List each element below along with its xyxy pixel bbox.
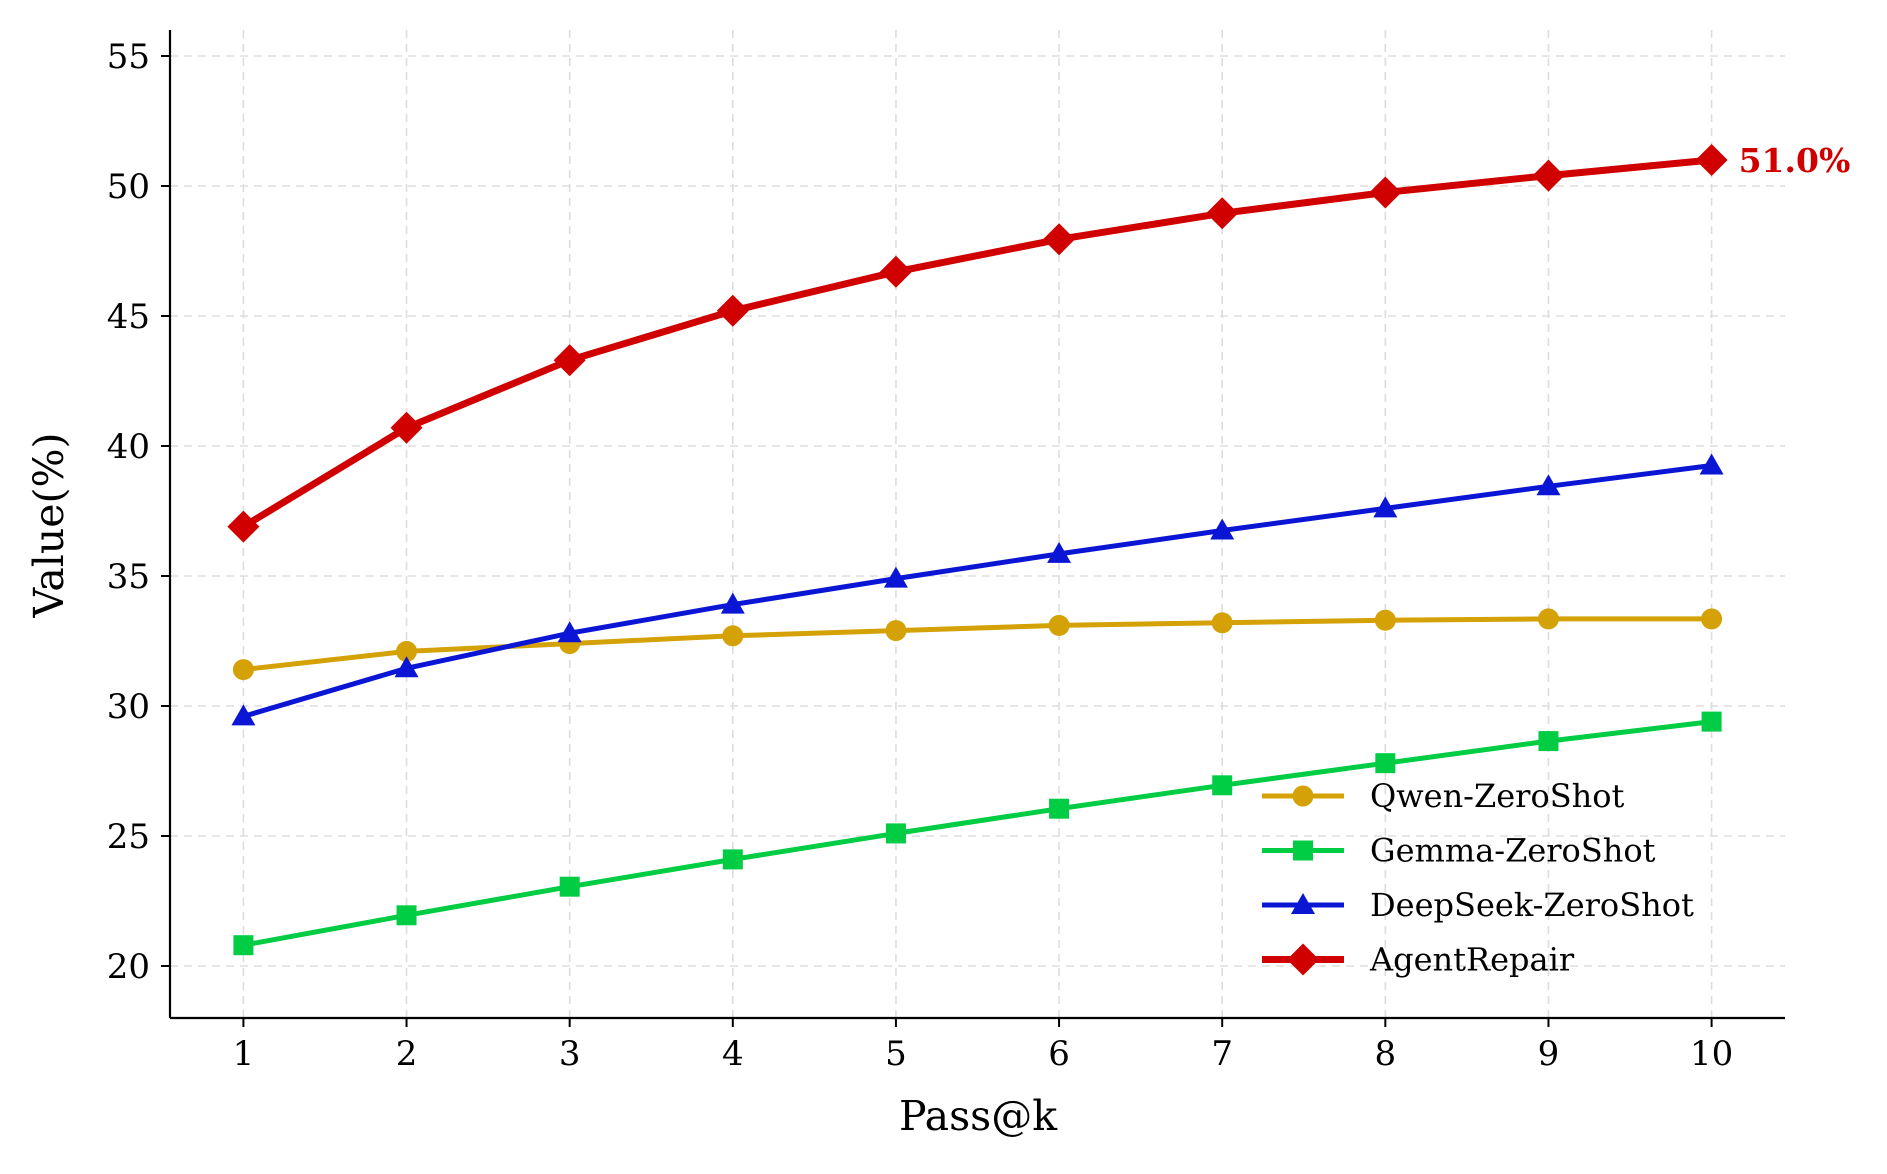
x-tick-label: 8 [1375, 1034, 1397, 1074]
y-tick-label: 30 [107, 687, 150, 727]
annotation-final-value: 51.0% [1739, 141, 1851, 180]
axis-labels: Pass@k Value(%) [25, 432, 1058, 1140]
legend: Qwen-ZeroShot Gemma-ZeroShot DeepSeek-Zero… [1262, 777, 1694, 979]
data-point-qwen-zeroshot [1701, 608, 1723, 630]
data-point-deepseek-zeroshot [883, 566, 908, 588]
data-point-agentrepair [1695, 144, 1728, 176]
x-tick-label: 2 [396, 1034, 418, 1074]
data-point-gemma-zeroshot [1538, 731, 1559, 752]
y-tick-label: 20 [107, 947, 150, 987]
data-point-deepseek-zeroshot [557, 621, 582, 643]
data-point-deepseek-zeroshot [394, 656, 419, 678]
data-point-deepseek-zeroshot [720, 592, 745, 614]
data-point-qwen-zeroshot [1048, 614, 1070, 636]
legend-marker-gemma-zeroshot [1293, 840, 1313, 861]
data-point-deepseek-zeroshot [1536, 474, 1561, 496]
data-point-gemma-zeroshot [559, 876, 580, 897]
annotations: 51.0% [1739, 141, 1851, 180]
data-point-deepseek-zeroshot [1373, 496, 1398, 518]
y-axis-title: Value(%) [25, 432, 73, 618]
data-point-agentrepair [1369, 176, 1402, 209]
data-point-agentrepair [879, 255, 912, 288]
x-tick-label: 1 [233, 1034, 255, 1074]
series-lines [239, 156, 1716, 948]
legend-marker-qwen-zeroshot [1292, 785, 1314, 807]
data-point-qwen-zeroshot [885, 620, 907, 642]
legend-label-qwen-zeroshot: Qwen-ZeroShot [1370, 777, 1625, 815]
series-line-gemma-zeroshot [240, 719, 1715, 948]
x-tick-label: 10 [1690, 1034, 1733, 1074]
x-tick-label: 9 [1538, 1034, 1560, 1074]
data-point-deepseek-zeroshot [1210, 518, 1235, 540]
data-point-qwen-zeroshot [1211, 612, 1233, 634]
data-point-gemma-zeroshot [1375, 753, 1396, 774]
x-tick-label: 6 [1048, 1034, 1070, 1074]
data-point-gemma-zeroshot [1212, 775, 1233, 796]
data-point-deepseek-zeroshot [1699, 453, 1724, 475]
y-tick-label: 50 [107, 167, 150, 207]
series-markers [227, 144, 1728, 956]
data-point-agentrepair [227, 510, 260, 543]
data-point-gemma-zeroshot [1049, 798, 1070, 819]
legend-label-agentrepair: AgentRepair [1369, 941, 1575, 979]
x-tick-label: 5 [885, 1034, 907, 1074]
series-line-deepseek-zeroshot [240, 463, 1715, 719]
series-line-qwen-zeroshot [240, 616, 1715, 673]
data-point-qwen-zeroshot [396, 640, 418, 662]
y-tick-label: 35 [107, 557, 150, 597]
data-point-agentrepair [1206, 197, 1239, 230]
legend-label-gemma-zeroshot: Gemma-ZeroShot [1370, 832, 1656, 870]
data-point-agentrepair [390, 411, 423, 444]
data-point-agentrepair [1532, 159, 1565, 192]
legend-marker-deepseek-zeroshot [1291, 893, 1315, 914]
data-point-gemma-zeroshot [722, 849, 743, 870]
data-point-qwen-zeroshot [722, 625, 744, 647]
y-tick-label: 40 [107, 427, 150, 467]
data-point-qwen-zeroshot [1374, 609, 1396, 631]
series-line-agentrepair [239, 156, 1716, 531]
legend-marker-agentrepair [1287, 943, 1319, 976]
x-tick-label: 7 [1211, 1034, 1233, 1074]
data-point-gemma-zeroshot [885, 823, 906, 844]
y-tick-label: 45 [107, 297, 150, 337]
y-tick-label: 55 [107, 37, 150, 77]
data-point-deepseek-zeroshot [1047, 541, 1072, 563]
data-point-gemma-zeroshot [1701, 711, 1722, 732]
x-tick-label: 3 [559, 1034, 581, 1074]
data-point-qwen-zeroshot [1537, 608, 1559, 630]
data-point-gemma-zeroshot [233, 935, 254, 956]
data-point-agentrepair [553, 344, 586, 377]
data-point-qwen-zeroshot [232, 659, 254, 681]
data-point-deepseek-zeroshot [231, 704, 256, 726]
data-point-gemma-zeroshot [396, 905, 417, 926]
x-axis-title: Pass@k [899, 1092, 1058, 1140]
data-point-agentrepair [716, 294, 749, 327]
y-tick-label: 25 [107, 817, 150, 857]
legend-label-deepseek-zeroshot: DeepSeek-ZeroShot [1370, 886, 1694, 924]
data-point-agentrepair [1043, 223, 1076, 256]
x-tick-label: 4 [722, 1034, 744, 1074]
